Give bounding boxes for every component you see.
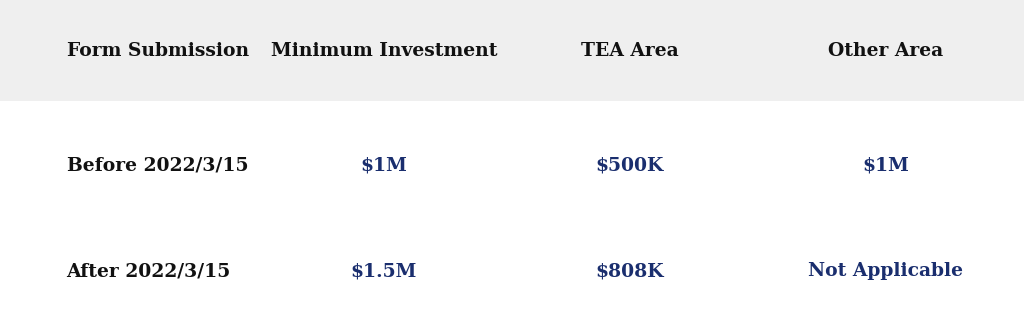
Text: TEA Area: TEA Area bbox=[581, 42, 679, 60]
Text: $1M: $1M bbox=[360, 157, 408, 174]
Text: Before 2022/3/15: Before 2022/3/15 bbox=[67, 157, 248, 174]
Text: Not Applicable: Not Applicable bbox=[808, 262, 964, 280]
Text: $500K: $500K bbox=[596, 157, 664, 174]
Text: Minimum Investment: Minimum Investment bbox=[270, 42, 498, 60]
Text: Form Submission: Form Submission bbox=[67, 42, 249, 60]
FancyBboxPatch shape bbox=[0, 0, 1024, 101]
Text: $1.5M: $1.5M bbox=[351, 262, 417, 280]
Text: $1M: $1M bbox=[862, 157, 909, 174]
Text: Other Area: Other Area bbox=[828, 42, 943, 60]
Text: $808K: $808K bbox=[595, 262, 665, 280]
Text: After 2022/3/15: After 2022/3/15 bbox=[67, 262, 230, 280]
